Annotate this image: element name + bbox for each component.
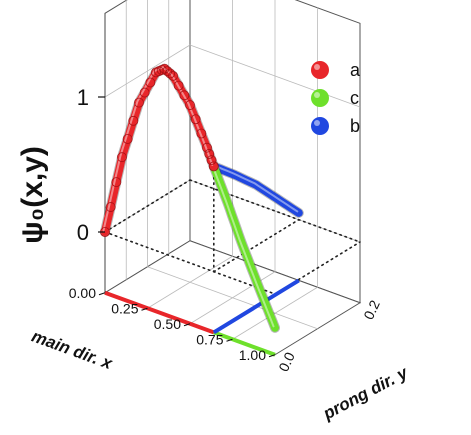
prong-tick-label: 0.0 (275, 349, 298, 374)
series-a-highlight (102, 66, 214, 232)
guide-dotted (104, 179, 191, 233)
grid-line (104, 44, 191, 98)
x-tick-mark (98, 292, 106, 296)
grid-line (189, 44, 361, 108)
floor-projection-b (212, 278, 300, 335)
series-a-bead (206, 155, 217, 166)
legend-marker-b (311, 117, 329, 135)
x-tick-label: 0.00 (69, 285, 96, 301)
series-a-bead (202, 142, 212, 153)
series-c-line (209, 162, 279, 332)
x-tick-label: 1.00 (239, 347, 266, 363)
x-tick-mark (226, 338, 233, 342)
x-tick-mark (268, 354, 276, 358)
legend-marker-shine (314, 120, 320, 126)
series-a-bead (139, 87, 150, 98)
legend-label-c: c (350, 88, 359, 108)
floor-projection-c (213, 330, 276, 357)
x-tick-label: 0.75 (196, 331, 223, 347)
series-a-bead (204, 149, 215, 159)
legend-label-b: b (350, 116, 360, 136)
series-a-bead (134, 97, 144, 108)
series-a-bead (159, 63, 170, 74)
series-a-bead (122, 134, 133, 144)
legend-marker-a (311, 61, 329, 79)
x-tick-mark (141, 307, 148, 311)
series-a-bead (162, 66, 173, 77)
x-axis-label: main dir. x (29, 327, 116, 374)
guide-dotted (213, 218, 300, 273)
series-a-line (101, 64, 218, 236)
series-a-bead (179, 90, 190, 101)
prong-tick-label: 0.2 (360, 297, 383, 322)
series-a-bead (196, 128, 207, 139)
projection-guides (104, 165, 361, 295)
curves (100, 63, 304, 357)
x-tick-mark (183, 323, 191, 327)
z-tick-label: 0 (77, 220, 89, 245)
legend-marker-c (311, 89, 329, 107)
legend-marker-shine (314, 64, 320, 70)
series-a-bead (151, 67, 161, 78)
guide-dotted (189, 179, 361, 243)
series-a-bead (156, 65, 167, 75)
series-a-bead (111, 177, 122, 188)
floor-projection-a (104, 290, 215, 335)
series-a-bead (145, 77, 156, 88)
guide-dotted (104, 231, 276, 295)
x-tick-label: 0.25 (111, 300, 138, 316)
prong-axis-label: prong dir. y (319, 362, 412, 423)
series-a-bead (173, 80, 184, 91)
series-a-bead (190, 114, 201, 125)
z-tick-label: 1 (77, 85, 89, 110)
series-a-bead (185, 100, 195, 110)
series-a-bead (153, 66, 164, 77)
legend-label-a: a (350, 60, 361, 80)
y-axis-label: ψ₀(x,y) (16, 146, 49, 244)
series-a-bead (165, 68, 176, 79)
legend: acb (311, 60, 361, 136)
x-tick-label: 0.50 (154, 316, 181, 332)
series-b-line (209, 162, 303, 217)
series-a-bead (117, 152, 127, 163)
grid-line (147, 266, 318, 330)
legend-marker-shine (314, 92, 320, 98)
series-a-bead (105, 202, 116, 212)
series-a-bead (208, 161, 219, 172)
series-b-highlight (211, 163, 299, 213)
series-a-bead (168, 71, 178, 81)
series-a-bead (128, 115, 139, 126)
series-c-highlight (211, 163, 275, 328)
